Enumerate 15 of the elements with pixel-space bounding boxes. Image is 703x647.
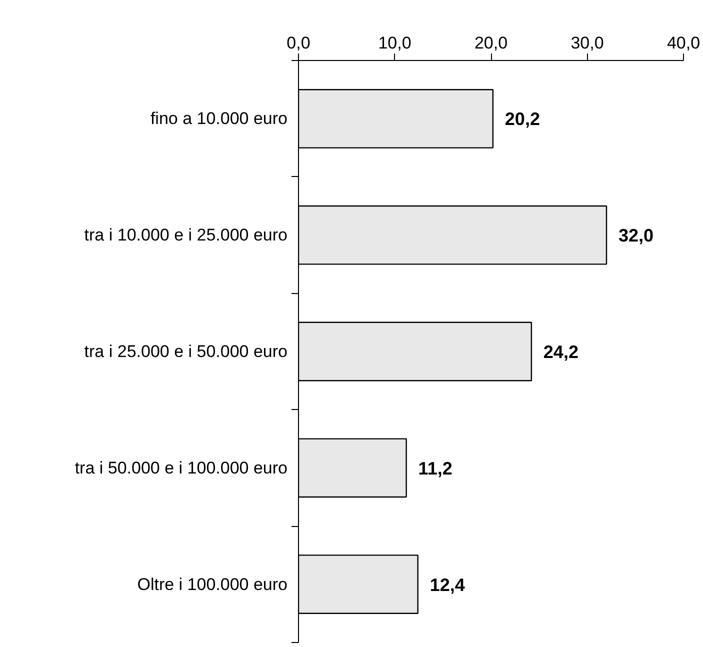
x-tick-label: 30,0 [570,34,604,52]
x-tick-label: 40,0 [666,34,700,52]
y-tick-label: tra i 10.000 e i 25.000 euro [84,226,288,245]
y-tick-label: tra i 25.000 e i 50.000 euro [84,342,288,361]
y-tick-label: tra i 50.000 e i 100.000 euro [74,458,288,478]
x-tick-label: 20,0 [474,34,508,52]
data-label: 12,4 [430,574,465,595]
data-label: 24,2 [543,342,578,362]
data-label: 20,2 [504,109,540,130]
data-label: 11,2 [418,458,452,478]
y-tick-label: fino a 10.000 euro [150,109,288,128]
x-tick-label: 0,0 [286,34,310,52]
x-tick-label: 10,0 [378,34,412,52]
y-tick-label: Oltre i 100.000 euro [137,574,288,594]
data-label: 32,0 [618,226,654,246]
